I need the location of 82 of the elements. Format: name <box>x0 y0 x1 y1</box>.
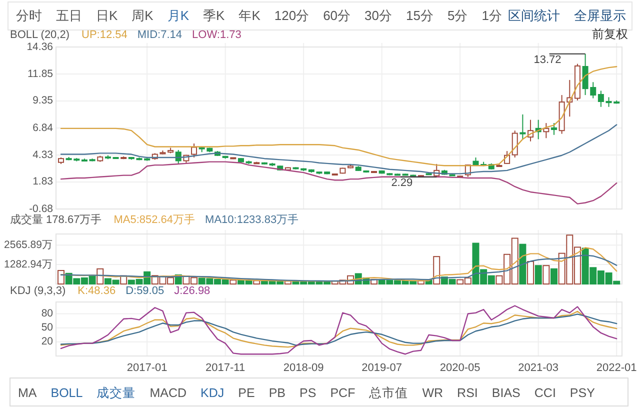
text: WR <box>422 386 444 400</box>
x-tick-label: 2017-11 <box>206 362 246 374</box>
y-tick-label: 1.83 <box>32 176 54 188</box>
text: D:59.05 <box>126 285 164 297</box>
bar <box>96 268 104 284</box>
chart-title: KDJ (9,3,3) <box>10 285 66 297</box>
text: 日K <box>96 8 118 23</box>
annotation: 2.29 <box>391 177 413 190</box>
text: PCF <box>330 386 356 400</box>
text: PS <box>300 386 316 400</box>
text: 60分 <box>323 8 351 23</box>
bar <box>527 261 534 284</box>
chart-title: 成交量 178.67万手 <box>10 213 102 226</box>
y-tick-label: 20 <box>41 336 54 348</box>
text: 全屏显示 <box>574 8 626 23</box>
text: 1分 <box>482 8 502 23</box>
x-tick-label: 2018-09 <box>283 362 324 374</box>
line-series <box>60 254 618 282</box>
x-tick-label: 2021-03 <box>518 362 559 374</box>
y-tick-label: 14.36 <box>26 40 54 53</box>
bar <box>230 280 237 284</box>
text: UP:12.54 <box>82 29 128 41</box>
text: MA5:852.64万手 <box>114 213 196 226</box>
x-tick-label: 2019-07 <box>362 362 402 374</box>
bar <box>57 270 64 284</box>
text: 区间统计 <box>508 8 560 23</box>
text: PE <box>238 386 255 400</box>
text: K:48.36 <box>78 285 116 297</box>
annotation: 13.72 <box>534 54 562 66</box>
text: BIAS <box>492 386 520 400</box>
y-tick-label: -0.68 <box>29 202 54 215</box>
text: 五日 <box>56 8 82 23</box>
text: 前复权 <box>592 27 628 41</box>
bar <box>550 268 558 284</box>
text: 月K <box>167 8 190 23</box>
y-tick-label: 9.35 <box>32 94 54 107</box>
chart-title: BOLL (20,2) <box>10 29 70 41</box>
candlestick <box>191 143 198 158</box>
text: 5分 <box>447 8 468 23</box>
text: 30分 <box>364 8 392 23</box>
text: 120分 <box>274 8 310 23</box>
candlestick <box>520 114 526 140</box>
candlestick <box>550 122 557 136</box>
x-tick-label: 2020-05 <box>440 362 480 374</box>
text: RSI <box>457 386 478 400</box>
text: LOW:1.73 <box>192 29 242 41</box>
text: 成交量 <box>96 385 136 400</box>
text: 总市值 <box>368 386 408 400</box>
text: 15分 <box>406 8 434 23</box>
text: MA10:1233.83万手 <box>205 213 299 226</box>
text: BOLL <box>50 386 83 400</box>
text: 年K <box>238 8 261 23</box>
text: PSY <box>570 386 596 400</box>
line-series <box>60 247 618 282</box>
bar <box>542 265 550 284</box>
x-tick-label: 2017-01 <box>126 362 168 374</box>
text: 分时 <box>16 8 42 23</box>
y-tick-label: 11.85 <box>28 68 54 80</box>
line-series <box>60 66 618 166</box>
candlestick <box>598 90 604 108</box>
text: MA <box>18 386 38 400</box>
y-tick-label: 50 <box>41 322 54 334</box>
text: 周K <box>132 8 154 23</box>
bar <box>519 244 526 284</box>
y-tick-label: 4.33 <box>32 148 54 161</box>
bar <box>534 265 542 284</box>
candlestick <box>543 122 550 139</box>
series-label: J:26.98 <box>174 285 210 297</box>
text: MID:7.14 <box>137 29 182 41</box>
y-tick-label: 6.84 <box>32 122 54 134</box>
bar <box>433 256 440 284</box>
y-tick-label: 1282.94万 <box>4 258 53 270</box>
text: CCI <box>534 386 556 400</box>
line-series <box>60 161 618 204</box>
y-tick-label: 2565.89万 <box>4 238 53 251</box>
text: KDJ <box>200 386 224 400</box>
text: 季K <box>203 8 226 23</box>
text: MACD <box>150 386 187 400</box>
y-tick-label: 80 <box>41 308 54 320</box>
text: PB <box>268 386 286 400</box>
x-tick-label: 2022-01 <box>596 362 637 374</box>
line-series <box>60 305 618 355</box>
